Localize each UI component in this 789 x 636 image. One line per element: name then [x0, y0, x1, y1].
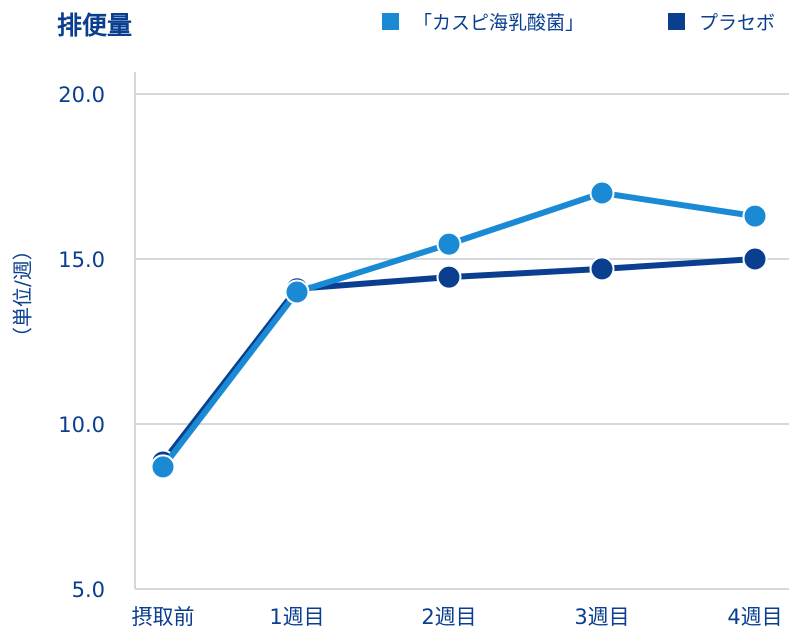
y-tick-label: 20.0 [58, 83, 105, 107]
legend-label: 「カスピ海乳酸菌」 [413, 12, 585, 34]
x-tick-label: 4週目 [727, 605, 782, 629]
x-tick-label: 摂取前 [132, 605, 195, 629]
y-tick-label: 5.0 [72, 578, 105, 602]
data-point [436, 231, 462, 257]
data-point [742, 246, 768, 272]
data-point [589, 180, 615, 206]
data-point [150, 454, 176, 480]
data-point [284, 279, 310, 305]
legend-swatch [382, 13, 399, 30]
series-line [160, 256, 756, 464]
x-tick-label: 1週目 [269, 605, 324, 629]
legend-item-caspian: 「カスピ海乳酸菌」 [382, 8, 584, 35]
legend-item-placebo: プラセボ [668, 8, 775, 35]
y-tick-label: 15.0 [58, 248, 105, 272]
series-line [160, 190, 756, 469]
y-tick-label: 10.0 [58, 413, 105, 437]
legend-label: プラセボ [699, 12, 776, 34]
x-tick-label: 2週目 [421, 605, 476, 629]
data-point [742, 203, 768, 229]
x-tick-label: 3週目 [574, 605, 629, 629]
data-point [589, 256, 615, 282]
legend-swatch [668, 13, 685, 30]
data-point [436, 264, 462, 290]
chart-title: 排便量 [57, 11, 133, 40]
